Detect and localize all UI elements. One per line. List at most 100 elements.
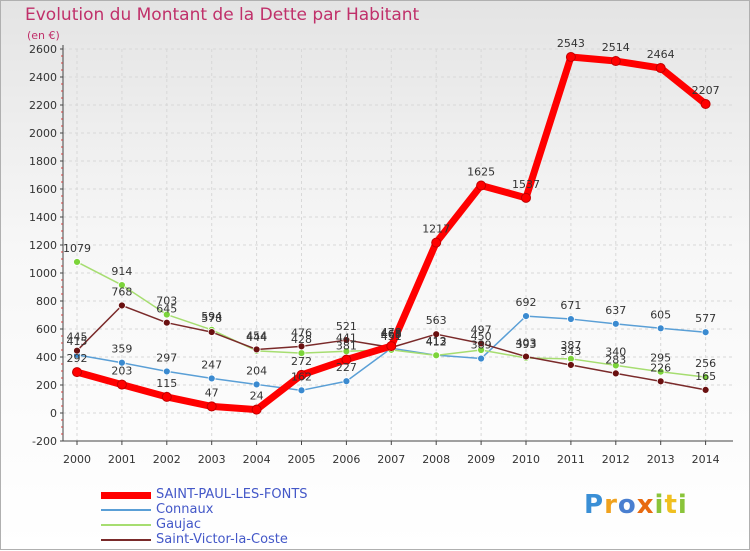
- data-point: [611, 369, 620, 378]
- data-label: 451: [381, 330, 402, 343]
- x-tick-label: 2014: [692, 453, 720, 466]
- data-point: [521, 192, 531, 203]
- data-label: 272: [291, 355, 312, 368]
- y-tick-label: 200: [36, 379, 57, 392]
- data-point: [567, 361, 575, 369]
- data-label: 389: [471, 339, 492, 352]
- data-label: 445: [67, 331, 88, 344]
- data-label: 476: [291, 326, 312, 339]
- data-point: [207, 328, 216, 336]
- data-point: [610, 56, 621, 67]
- data-point: [386, 341, 397, 352]
- legend-swatch: [101, 539, 151, 541]
- data-point: [701, 373, 710, 382]
- data-point: [700, 99, 711, 110]
- data-label: 2543: [557, 37, 585, 50]
- data-point: [432, 330, 441, 339]
- data-point: [162, 318, 171, 327]
- data-point: [656, 367, 665, 376]
- y-tick-label: -200: [32, 435, 57, 448]
- data-label: 256: [695, 357, 716, 370]
- data-label: 2514: [602, 41, 630, 54]
- y-tick-label: 0: [50, 407, 57, 420]
- data-label: 343: [560, 345, 581, 358]
- data-label: 387: [560, 339, 581, 352]
- data-label: 283: [605, 353, 626, 366]
- x-tick-label: 2011: [557, 453, 585, 466]
- data-point: [161, 391, 172, 402]
- legend-label: Gaujac: [156, 517, 202, 532]
- data-label: 645: [156, 303, 177, 316]
- data-point: [611, 361, 620, 370]
- data-label: 2464: [647, 48, 675, 61]
- data-label: 703: [156, 295, 177, 308]
- x-tick-label: 2007: [377, 453, 405, 466]
- data-label: 413: [426, 335, 447, 348]
- y-tick-label: 800: [36, 295, 57, 308]
- data-label: 441: [336, 331, 357, 344]
- data-point: [73, 258, 81, 266]
- data-point: [342, 377, 351, 386]
- x-tick-label: 2012: [602, 453, 630, 466]
- data-point: [701, 385, 710, 394]
- data-label: 393: [516, 338, 537, 351]
- data-point: [252, 380, 261, 389]
- data-label: 594: [201, 310, 222, 323]
- data-label: 292: [67, 352, 88, 365]
- x-tick-label: 2006: [332, 453, 360, 466]
- data-label: 914: [111, 265, 132, 278]
- data-label: 295: [650, 352, 671, 365]
- data-point: [522, 312, 530, 321]
- data-point: [476, 180, 487, 191]
- data-label: 478: [381, 326, 402, 339]
- data-label: 1537: [512, 178, 540, 191]
- data-label: 450: [471, 330, 492, 343]
- data-label: 578: [201, 312, 222, 325]
- data-label: 605: [650, 308, 671, 321]
- data-label: 2207: [692, 84, 720, 97]
- y-tick-label: 2600: [29, 43, 57, 56]
- data-point: [297, 386, 306, 395]
- data-point: [611, 319, 620, 328]
- legend-swatch: [101, 491, 151, 499]
- x-tick-label: 2010: [512, 453, 540, 466]
- x-tick-label: 2003: [198, 453, 226, 466]
- data-point: [73, 346, 81, 355]
- data-point: [207, 374, 216, 383]
- data-point: [341, 354, 352, 365]
- data-label: 227: [336, 361, 357, 374]
- legend-label: Saint-Victor-la-Coste: [156, 532, 288, 547]
- data-label: 768: [111, 285, 132, 298]
- data-label: 637: [605, 304, 626, 317]
- data-point: [431, 237, 442, 248]
- data-label: 165: [695, 370, 716, 383]
- data-point: [432, 351, 441, 360]
- data-label: 444: [246, 331, 267, 344]
- data-point: [565, 51, 576, 62]
- y-tick-label: 1000: [29, 267, 57, 280]
- data-label: 563: [426, 314, 447, 327]
- chart-subtitle: (en €): [27, 29, 60, 42]
- data-point: [162, 367, 171, 376]
- data-label: 381: [336, 340, 357, 353]
- data-point: [522, 352, 530, 361]
- proxiti-logo: Proxiti: [584, 490, 688, 520]
- x-tick-label: 2005: [288, 453, 316, 466]
- y-tick-label: 1200: [29, 239, 57, 252]
- data-label: 359: [111, 343, 132, 356]
- data-label: 162: [291, 370, 312, 383]
- data-point: [342, 336, 351, 344]
- data-label: 1625: [467, 166, 495, 179]
- y-tick-label: 2400: [29, 71, 57, 84]
- data-label: 521: [336, 320, 357, 333]
- data-label: 115: [156, 377, 177, 390]
- x-tick-label: 2004: [243, 453, 271, 466]
- data-point: [118, 281, 126, 289]
- data-label: 428: [291, 333, 312, 346]
- data-label: 468: [381, 327, 402, 340]
- data-label: 47: [205, 386, 219, 399]
- data-point: [252, 345, 261, 354]
- legend-label: SAINT-PAUL-LES-FONTS: [156, 487, 308, 502]
- data-point: [118, 301, 126, 310]
